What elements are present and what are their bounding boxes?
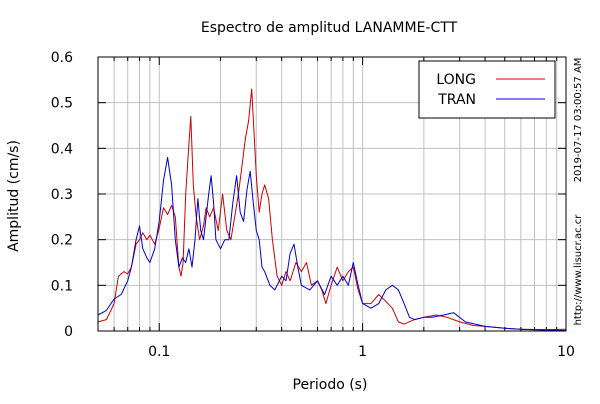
series-line-tran	[97, 157, 567, 331]
timestamp-annotation: 2019-07-17 03:00:57 AM	[573, 58, 584, 183]
y-tick-label: 0.3	[51, 187, 73, 203]
x-axis-label: Periodo (s)	[293, 377, 368, 393]
y-tick-label: 0	[64, 324, 73, 340]
x-tick-label: 10	[557, 344, 575, 360]
y-tick-label: 0.5	[51, 96, 73, 112]
chart-title: Espectro de amplitud LANAMME-CTT	[201, 20, 458, 36]
y-axis-label: Amplitud (cm/s)	[6, 140, 22, 252]
legend-box	[418, 60, 556, 119]
series-lines	[97, 88, 567, 331]
axis-ticks: 0.1 1 10 0 0.1 0.2 0.3 0.4 0.5 0.6	[51, 50, 575, 360]
x-tick-label: 1	[358, 344, 367, 360]
y-tick-label: 0.6	[51, 50, 73, 66]
legend: LONG TRAN	[418, 60, 556, 119]
grid	[98, 57, 566, 331]
x-tick-label: 0.1	[148, 344, 170, 360]
website-annotation: http://www.lisucr.ac.cr	[573, 214, 584, 326]
legend-label-tran: TRAN	[437, 92, 476, 108]
y-tick-label: 0.4	[51, 141, 73, 157]
series-line-long	[97, 88, 567, 331]
y-tick-label: 0.2	[51, 233, 73, 249]
legend-label-long: LONG	[436, 72, 476, 88]
y-tick-label: 0.1	[51, 278, 73, 294]
plot-frame	[97, 56, 567, 332]
